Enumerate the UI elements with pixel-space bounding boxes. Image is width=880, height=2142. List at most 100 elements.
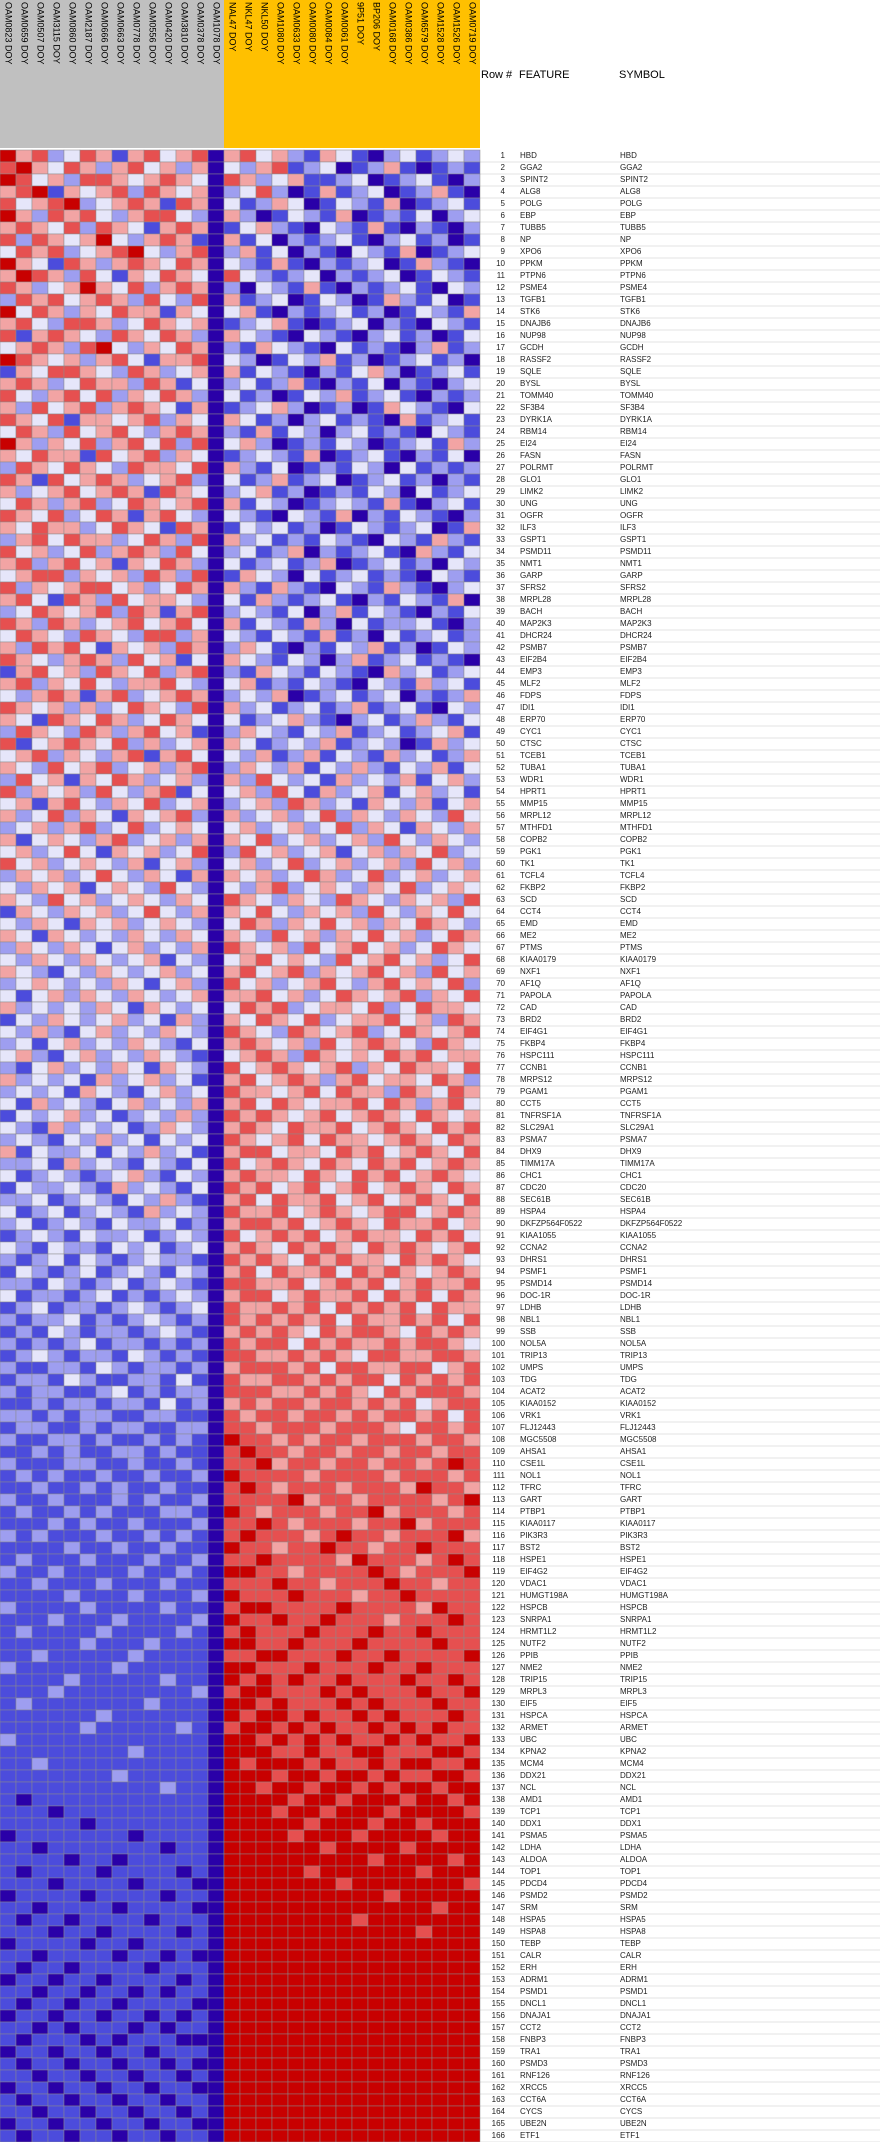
heatmap-cell <box>367 161 385 175</box>
heatmap-cell <box>303 785 321 799</box>
heatmap-cell <box>287 293 305 307</box>
symbol-name: MGC5508 <box>620 1435 657 1444</box>
heatmap-cell <box>47 893 65 907</box>
heatmap-cell <box>191 641 209 655</box>
heatmap-cell <box>255 1457 273 1471</box>
heatmap-cell <box>367 1169 385 1183</box>
heatmap-cell <box>95 1433 113 1447</box>
heatmap-cell <box>399 1385 417 1399</box>
heatmap-cell <box>191 1505 209 1519</box>
heatmap-cell <box>143 473 161 487</box>
heatmap-cell <box>223 149 241 163</box>
heatmap-cell <box>207 905 225 919</box>
row-number: 115 <box>492 1519 505 1528</box>
heatmap-cell <box>287 353 305 367</box>
heatmap-cell <box>127 161 145 175</box>
heatmap-cell <box>79 1253 97 1267</box>
heatmap-cell <box>0 1385 17 1399</box>
heatmap-cell <box>431 1469 449 1483</box>
symbol-name: GSPT1 <box>620 535 647 544</box>
heatmap-cell <box>319 1757 337 1771</box>
heatmap-cell <box>351 1313 369 1327</box>
heatmap-cell <box>399 1805 417 1819</box>
heatmap-cell <box>111 977 129 991</box>
heatmap-cell <box>319 245 337 259</box>
heatmap-cell <box>255 1121 273 1135</box>
heatmap-cell <box>239 1421 257 1435</box>
heatmap-cell <box>143 581 161 595</box>
heatmap-cell <box>63 401 81 415</box>
heatmap-cell <box>399 1685 417 1699</box>
heatmap-cell <box>239 233 257 247</box>
heatmap-cell <box>111 173 129 187</box>
heatmap-cell <box>207 1169 225 1183</box>
heatmap-cell <box>159 245 177 259</box>
row-number: 27 <box>496 463 505 472</box>
heatmap-cell <box>399 1565 417 1579</box>
heatmap-cell <box>223 1037 241 1051</box>
heatmap-cell <box>351 833 369 847</box>
heatmap-cell <box>143 1769 161 1783</box>
heatmap-cell <box>303 233 321 247</box>
heatmap-cell <box>79 653 97 667</box>
row-number-header: Row # <box>481 69 513 81</box>
heatmap-cell <box>383 365 401 379</box>
heatmap-cell <box>255 1421 273 1435</box>
heatmap-cell <box>399 233 417 247</box>
heatmap-cell <box>31 161 49 175</box>
heatmap-cell <box>335 233 353 247</box>
heatmap-cell <box>63 1133 81 1147</box>
row-number: 75 <box>496 1039 505 1048</box>
heatmap-cell <box>127 1073 145 1087</box>
heatmap-cell <box>351 1541 369 1555</box>
heatmap-cell <box>447 1241 465 1255</box>
feature-name: VDAC1 <box>520 1579 547 1588</box>
heatmap-cell <box>127 689 145 703</box>
heatmap-cell <box>143 833 161 847</box>
heatmap-cell <box>351 929 369 943</box>
heatmap-cell <box>0 257 17 271</box>
heatmap-cell <box>383 1685 401 1699</box>
heatmap-cell <box>111 1829 129 1843</box>
heatmap-cell <box>175 629 193 643</box>
heatmap-cell <box>239 1445 257 1459</box>
heatmap-cell <box>447 953 465 967</box>
heatmap-cell <box>255 941 273 955</box>
column-label: OAM0823 DOY <box>4 2 14 65</box>
heatmap-cell <box>335 701 353 715</box>
heatmap-cell <box>175 1697 193 1711</box>
heatmap-cell <box>111 1577 129 1591</box>
heatmap-cell <box>463 1397 481 1411</box>
heatmap-cell <box>367 329 385 343</box>
heatmap-cell <box>287 209 305 223</box>
heatmap-cell <box>111 1781 129 1795</box>
heatmap-cell <box>95 1025 113 1039</box>
heatmap-cell <box>159 917 177 931</box>
heatmap-cell <box>143 1241 161 1255</box>
heatmap-cell <box>207 497 225 511</box>
heatmap-cell <box>303 677 321 691</box>
feature-name: AHSA1 <box>520 1447 547 1456</box>
heatmap-cell <box>415 1049 433 1063</box>
feature-name: PSMD11 <box>520 547 552 556</box>
heatmap-cell <box>79 1013 97 1027</box>
heatmap-cell <box>95 593 113 607</box>
heatmap-cell <box>223 689 241 703</box>
row-number: 83 <box>496 1135 505 1144</box>
heatmap-cell <box>175 473 193 487</box>
row-number: 122 <box>492 1603 506 1612</box>
heatmap-cell <box>255 1301 273 1315</box>
heatmap-cell <box>271 653 289 667</box>
heatmap-cell <box>383 629 401 643</box>
heatmap-cell <box>95 1085 113 1099</box>
heatmap-cell <box>383 701 401 715</box>
heatmap-cell <box>303 161 321 175</box>
heatmap-cell <box>431 557 449 571</box>
heatmap-cell <box>303 1073 321 1087</box>
heatmap-cell <box>223 1013 241 1027</box>
heatmap-cell <box>143 1097 161 1111</box>
heatmap-cell <box>159 1025 177 1039</box>
heatmap-cell <box>95 1805 113 1819</box>
heatmap-cell <box>191 1541 209 1555</box>
heatmap-cell <box>239 797 257 811</box>
